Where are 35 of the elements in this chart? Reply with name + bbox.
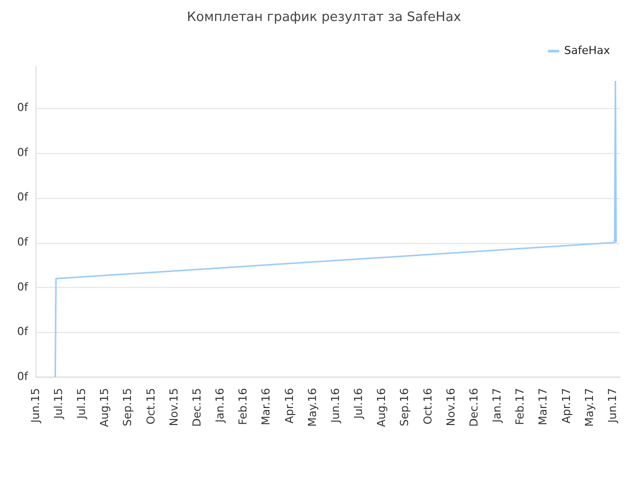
x-tick-label: Apr.16 (282, 388, 296, 424)
text: 0f (17, 146, 30, 159)
text: 0f (17, 280, 30, 294)
x-tick-label: Aug.15 (98, 388, 112, 428)
x-tick-label: Jun.17 (606, 388, 619, 424)
x-tick-label: Dec.16 (467, 388, 480, 427)
text: 0f (17, 236, 30, 249)
x-tick-label: Sep.16 (398, 388, 412, 426)
x-tick-label: May.17 (582, 388, 596, 427)
x-tick-label: May.16 (306, 388, 319, 427)
x-tick-label: Feb.16 (236, 388, 250, 426)
x-tick-label: Dec.15 (190, 388, 204, 427)
x-tick-label: Feb.17 (514, 388, 527, 426)
x-tick-label: Jul.15 (75, 388, 88, 420)
legend-label: SafeHax (564, 44, 610, 57)
x-tick-label: Jul.16 (352, 388, 366, 420)
x-tick-label: Nov.15 (167, 388, 180, 426)
x-tick-label: Apr.17 (560, 388, 573, 424)
x-tick-label: Jan.17 (490, 388, 504, 424)
x-tick-label: Jun.16 (328, 388, 342, 424)
x-tick-label: Mar.16 (260, 388, 273, 426)
x-tick-label: Oct.16 (421, 388, 434, 425)
text: 0f (17, 101, 30, 114)
x-tick-label: Aug.16 (375, 388, 388, 428)
text: 0f (17, 325, 30, 338)
text: 0f (17, 370, 30, 383)
x-tick-label: Sep.15 (121, 388, 134, 426)
x-tick-label: Nov.16 (444, 388, 458, 426)
x-tick-label: Jul.15 (52, 388, 65, 420)
text: 0f (17, 190, 30, 204)
x-tick-label: Jan.16 (214, 388, 227, 424)
x-tick-label: Mar.17 (536, 388, 550, 426)
x-tick-label: Oct.15 (144, 388, 158, 425)
x-tick-label: Jun.15 (28, 388, 42, 424)
chart-title: Комплетан график резултат за SafeHax (186, 10, 462, 26)
